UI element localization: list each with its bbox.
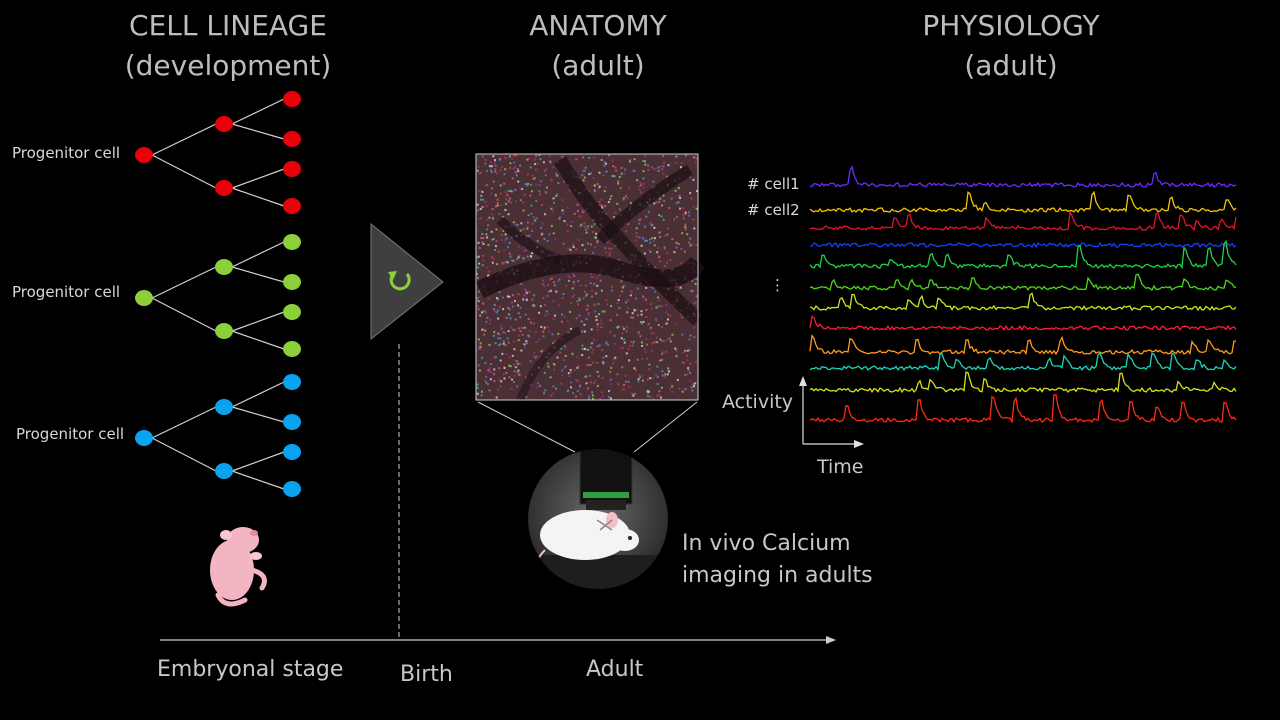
lineage-nodes bbox=[135, 91, 301, 497]
daughter-cell-node bbox=[283, 341, 301, 357]
cell2-label: # cell2 bbox=[747, 201, 800, 219]
header-cell-lineage-sub: (development) bbox=[124, 49, 332, 82]
calcium-imaging-field bbox=[475, 153, 706, 402]
activity-trace bbox=[809, 393, 1237, 424]
activity-trace bbox=[809, 241, 1237, 249]
daughter-cell-node bbox=[283, 198, 301, 214]
more-cells-ellipsis: ⋮ bbox=[770, 276, 785, 294]
progenitor-cell-node bbox=[135, 430, 153, 446]
progenitor-label-green: Progenitor cell bbox=[12, 283, 121, 301]
daughter-cell-node bbox=[215, 463, 233, 479]
progenitor-label-blue: Progenitor cell bbox=[16, 425, 125, 443]
activity-axis-label: Activity bbox=[722, 391, 794, 413]
daughter-cell-node bbox=[215, 259, 233, 275]
newborn-mouse-icon bbox=[210, 527, 267, 607]
zoom-line-right bbox=[633, 401, 698, 453]
activity-trace bbox=[809, 315, 1237, 332]
daughter-cell-node bbox=[283, 304, 301, 320]
lineage-connectors bbox=[151, 98, 285, 490]
daughter-cell-node bbox=[283, 414, 301, 430]
timeline-embryonal-label: Embryonal stage bbox=[157, 657, 344, 682]
calcium-imaging-caption: In vivo Calcium imaging in adults bbox=[682, 528, 873, 592]
recycle-arrow-icon bbox=[388, 271, 411, 291]
activity-trace bbox=[809, 333, 1236, 356]
caption-line-2: imaging in adults bbox=[682, 563, 873, 588]
header-anatomy-sub: (adult) bbox=[551, 49, 645, 82]
time-axis-arrowhead bbox=[854, 440, 864, 448]
daughter-cell-node bbox=[283, 374, 301, 390]
activity-trace bbox=[809, 239, 1237, 270]
daughter-cell-node bbox=[215, 180, 233, 196]
header-physiology-sub: (adult) bbox=[964, 49, 1058, 82]
daughter-cell-node bbox=[283, 274, 301, 290]
daughter-cell-node bbox=[283, 481, 301, 497]
daughter-cell-node bbox=[283, 161, 301, 177]
activity-trace bbox=[809, 273, 1237, 291]
progenitor-label-red: Progenitor cell bbox=[12, 144, 121, 162]
header-cell-lineage: CELL LINEAGE (development) bbox=[88, 6, 368, 86]
activity-trace bbox=[809, 190, 1237, 214]
activity-trace bbox=[809, 371, 1237, 394]
timeline-adult-label: Adult bbox=[586, 657, 644, 682]
progenitor-cell-node bbox=[135, 290, 153, 306]
daughter-cell-node bbox=[283, 444, 301, 460]
header-physiology-title: PHYSIOLOGY bbox=[922, 9, 1100, 42]
activity-trace bbox=[809, 292, 1237, 312]
timeline-arrowhead bbox=[826, 636, 836, 644]
header-cell-lineage-title: CELL LINEAGE bbox=[129, 9, 327, 42]
activity-trace bbox=[809, 351, 1237, 372]
daughter-cell-node bbox=[283, 91, 301, 107]
activity-traces bbox=[809, 164, 1237, 424]
daughter-cell-node bbox=[215, 116, 233, 132]
daughter-cell-node bbox=[283, 234, 301, 250]
daughter-cell-node bbox=[215, 323, 233, 339]
activity-trace bbox=[809, 210, 1237, 232]
microscope-mouse-icon bbox=[528, 449, 668, 589]
caption-line-1: In vivo Calcium bbox=[682, 531, 851, 556]
header-physiology: PHYSIOLOGY (adult) bbox=[871, 6, 1151, 86]
progenitor-cell-node bbox=[135, 147, 153, 163]
cell1-label: # cell1 bbox=[747, 175, 800, 193]
timeline-birth-label: Birth bbox=[400, 662, 453, 687]
activity-trace bbox=[809, 164, 1237, 189]
header-anatomy: ANATOMY (adult) bbox=[478, 6, 718, 86]
daughter-cell-node bbox=[215, 399, 233, 415]
zoom-line-left bbox=[477, 401, 576, 453]
daughter-cell-node bbox=[283, 131, 301, 147]
activity-axis-arrowhead bbox=[799, 376, 807, 386]
header-anatomy-title: ANATOMY bbox=[529, 9, 667, 42]
transition-arrow bbox=[370, 222, 444, 341]
time-axis-label: Time bbox=[817, 456, 864, 478]
